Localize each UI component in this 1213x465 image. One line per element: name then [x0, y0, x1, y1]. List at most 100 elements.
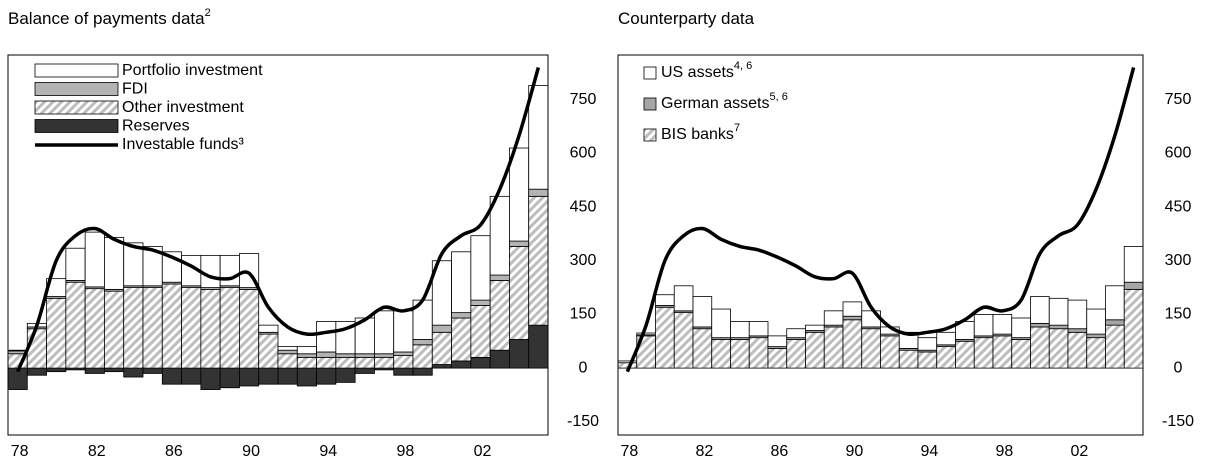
bar-segment: [239, 367, 260, 387]
chart-panel: Balance of payments data2 -150 0 150 300 450 6…: [7, 7, 599, 460]
bar-segment: [509, 339, 530, 369]
bar-segment: [374, 353, 395, 358]
bar-segment: [489, 349, 510, 369]
legend-box: [634, 57, 804, 157]
chart-title: Balance of payments data2: [8, 7, 211, 29]
bar-segment: [277, 349, 298, 355]
x-tick-label: 78: [11, 443, 29, 460]
bar-segment: [992, 314, 1013, 335]
bar-segment: [258, 324, 279, 333]
bar-segment: [1123, 281, 1144, 290]
bar-segment: [258, 367, 279, 385]
bar-segment: [123, 287, 144, 369]
x-tick-label: 86: [770, 443, 788, 460]
bar-segment: [730, 321, 750, 339]
bar-segment: [335, 353, 356, 358]
y-tick-label: 750: [1165, 91, 1192, 108]
bar-segment: [1086, 308, 1106, 335]
bar-segment: [842, 319, 863, 369]
bar-segment: [104, 237, 125, 290]
y-tick-label: 600: [1165, 145, 1192, 162]
bar-segment: [1086, 337, 1106, 369]
bar-segment: [46, 367, 67, 373]
legend-note: 4, 6: [734, 60, 752, 72]
bar-segment: [489, 280, 510, 351]
legend-label: German assets5, 6: [661, 91, 788, 112]
bar-segment: [65, 281, 86, 369]
bar-segment: [451, 312, 472, 319]
bar-segment: [104, 367, 125, 373]
bar-segment: [617, 360, 638, 364]
bar-segment: [84, 288, 105, 369]
bar-segment: [65, 247, 86, 281]
bar-segment: [1048, 328, 1069, 369]
bar-segment: [354, 353, 375, 358]
x-tick-label: 82: [695, 443, 713, 460]
bar-segment: [1011, 317, 1031, 339]
bar-segment: [842, 315, 863, 321]
bar-segment: [123, 367, 144, 378]
bar-segment: [767, 335, 788, 348]
bar-segment: [470, 235, 491, 301]
bar-segment: [296, 356, 317, 369]
bar-segment: [711, 308, 731, 339]
legend-label: Investable funds³: [122, 136, 245, 153]
legend-label: US assets4, 6: [661, 60, 752, 81]
bar-segment: [470, 356, 491, 369]
bar-segment: [296, 367, 317, 387]
bar-segment: [673, 285, 694, 312]
bar-segment: [316, 321, 337, 353]
bar-segment: [46, 297, 67, 369]
bar-segment: [655, 294, 675, 306]
bar-segment: [470, 305, 491, 358]
legend-swatch: [34, 100, 119, 115]
bar-segment: [528, 324, 549, 369]
bar-segment: [1048, 324, 1069, 330]
bar-segment: [1105, 319, 1125, 326]
bar-segment: [84, 367, 105, 374]
bar-segment: [181, 287, 202, 369]
legend-label: FDI: [122, 81, 148, 98]
x-tick-label: 78: [620, 443, 638, 460]
bar-segment: [431, 364, 452, 369]
legend-label-text: German assets: [661, 95, 769, 112]
bar-segment: [1011, 339, 1031, 369]
x-tick-label: 02: [474, 443, 492, 460]
bar-segment: [277, 353, 298, 369]
chart-panel: Counterparty data -150 0 150 300 450 600 750 78 8…: [617, 9, 1194, 460]
bar-segment: [973, 337, 994, 369]
y-tick-label: 450: [570, 198, 597, 215]
legend-note: 7: [734, 122, 740, 134]
bar-segment: [412, 344, 433, 369]
bar-segment: [412, 339, 433, 346]
bar-segment: [1030, 296, 1050, 324]
bar-segment: [219, 367, 240, 389]
y-tick-label: -150: [1162, 413, 1194, 430]
bar-segment: [277, 346, 298, 351]
bar-segment: [393, 310, 414, 353]
y-tick-label: 300: [1165, 252, 1192, 269]
bar-segment: [880, 335, 900, 369]
bar-segment: [786, 339, 806, 369]
legend-swatch: [34, 63, 119, 78]
bar-segment: [335, 367, 356, 383]
bar-segment: [277, 367, 298, 385]
bar-segment: [219, 287, 240, 369]
x-tick-label: 94: [920, 443, 938, 460]
x-tick-label: 90: [845, 443, 863, 460]
bar-segment: [335, 356, 356, 369]
bar-segment: [509, 240, 530, 247]
y-tick-label: 600: [570, 145, 597, 162]
bar-segment: [730, 339, 750, 369]
bar-segment: [142, 367, 163, 374]
bar-segment: [412, 367, 433, 376]
bar-segment: [393, 351, 414, 356]
bar-segment: [470, 299, 491, 306]
bar-segment: [917, 337, 938, 351]
bar-segment: [1048, 297, 1069, 326]
legend-label: BIS banks7: [661, 122, 740, 143]
chart-title: Counterparty data: [618, 9, 755, 28]
bar-segment: [354, 356, 375, 369]
bar-segment: [528, 85, 549, 190]
